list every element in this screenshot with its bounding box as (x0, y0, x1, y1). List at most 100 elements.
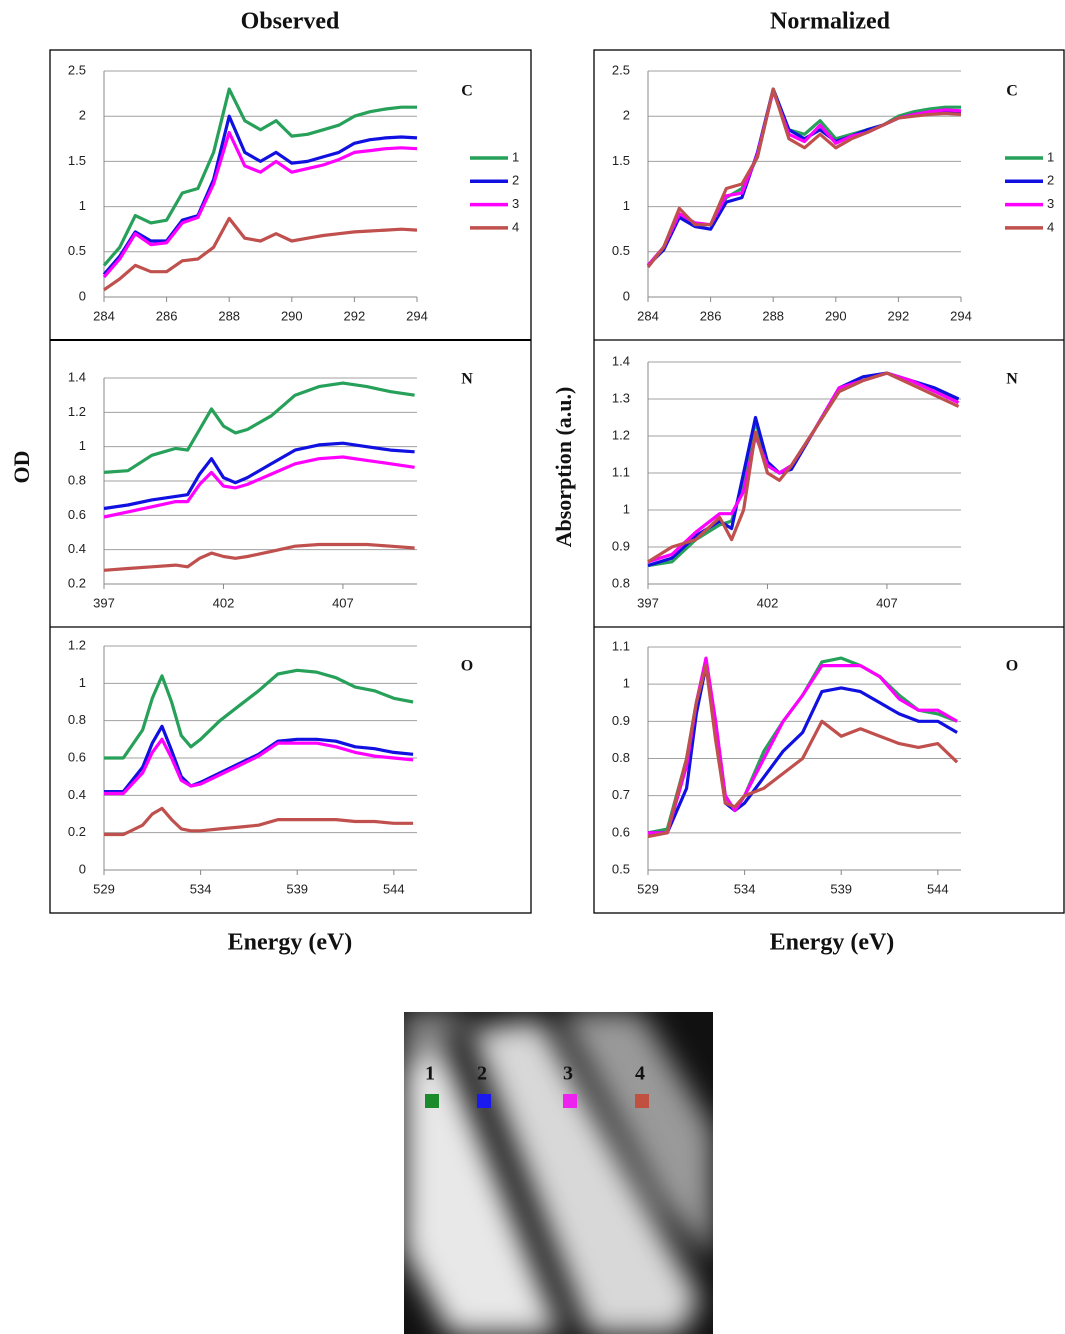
series-line (103, 455, 415, 519)
y-tick-label: 1.2 (68, 404, 86, 419)
legend-label: 4 (512, 219, 519, 234)
x-tick-label: 288 (218, 308, 240, 323)
y-tick-label: 0.5 (68, 243, 86, 258)
series-line (647, 371, 960, 564)
x-tick-label: 539 (286, 881, 308, 896)
legend-label: 2 (1047, 173, 1054, 188)
y-tick-label: 0.8 (612, 575, 630, 590)
series-line (647, 371, 960, 564)
y-tick-label: 1.4 (68, 369, 86, 384)
y-axis-label: Absorption (a.u.) (551, 387, 576, 548)
series-line (104, 806, 414, 837)
y-tick-label: 0.7 (612, 787, 630, 802)
marker-label: 1 (425, 1063, 435, 1085)
series-line (647, 371, 960, 568)
y-tick-label: 1 (79, 198, 86, 213)
marker-square (635, 1094, 649, 1108)
y-tick-label: 0 (79, 288, 86, 303)
x-tick-label: 290 (825, 308, 847, 323)
y-tick-label: 0.2 (68, 824, 86, 839)
x-tick-label: 407 (876, 595, 898, 610)
y-tick-label: 0.4 (68, 541, 86, 556)
x-tick-label: 544 (383, 881, 405, 896)
x-tick-label: 292 (344, 308, 366, 323)
column-title: Normalized (770, 9, 891, 35)
x-axis-label: Energy (eV) (228, 930, 353, 956)
series-line (104, 668, 414, 760)
marker-label: 2 (477, 1063, 487, 1085)
series-line (103, 441, 415, 511)
series-line (102, 87, 417, 267)
panel-frames (49, 49, 1065, 914)
y-tick-label: 1.3 (612, 390, 630, 405)
panel-frame (49, 49, 532, 914)
series-line (102, 130, 418, 279)
y-tick-label: 0.8 (612, 750, 630, 765)
marker-square (563, 1094, 577, 1108)
y-tick-label: 1 (79, 438, 86, 453)
y-tick-label: 0.9 (612, 538, 630, 553)
y-tick-label: 2.5 (612, 62, 630, 77)
x-tick-label: 294 (406, 308, 428, 323)
x-tick-label: 397 (93, 595, 115, 610)
series-line (104, 724, 414, 794)
x-tick-label: 544 (927, 881, 949, 896)
y-tick-label: 0.8 (68, 712, 86, 727)
x-tick-label: 286 (156, 308, 178, 323)
y-tick-label: 0.9 (612, 713, 630, 728)
panel-frame (593, 49, 1065, 914)
x-tick-label: 286 (700, 308, 722, 323)
x-tick-label: 284 (93, 308, 115, 323)
y-tick-label: 0 (623, 288, 630, 303)
y-tick-label: 0.8 (68, 472, 86, 487)
x-tick-label: 402 (213, 595, 235, 610)
y-tick-label: 1.4 (612, 353, 630, 368)
image-markers: 1 2 3 4 (425, 1063, 649, 1108)
x-tick-label: 539 (830, 881, 852, 896)
series-line (646, 87, 962, 269)
y-tick-label: 1.5 (68, 153, 86, 168)
image-band (470, 1020, 700, 1334)
x-tick-label: 290 (281, 308, 303, 323)
x-tick-label: 402 (757, 595, 779, 610)
y-tick-label: 0 (79, 861, 86, 876)
y-tick-label: 2 (79, 108, 86, 123)
x-tick-label: 284 (637, 308, 659, 323)
y-tick-label: 1.2 (68, 637, 86, 652)
sample-image (404, 1012, 713, 1334)
y-tick-label: 1.1 (612, 638, 630, 653)
x-tick-label: 407 (332, 595, 354, 610)
panel-label: C (1006, 83, 1018, 100)
y-tick-label: 0.6 (68, 507, 86, 522)
x-tick-label: 529 (637, 881, 659, 896)
marker-square (425, 1094, 439, 1108)
x-tick-label: 529 (93, 881, 115, 896)
marker-square (477, 1094, 491, 1108)
image-band (404, 1012, 470, 1070)
marker-label: 3 (563, 1063, 573, 1085)
panel-label: O (1006, 658, 1018, 675)
x-tick-label: 534 (190, 881, 212, 896)
charts: 0 0.5 1 1.5 2 2.5 284 286 288 290 292 294 C 1 2 3 4 0 0.5 1… (68, 62, 1054, 896)
y-tick-label: 1 (623, 676, 630, 691)
y-tick-label: 1.5 (612, 153, 630, 168)
legend-label: 4 (1047, 219, 1054, 234)
legend-label: 3 (512, 196, 519, 211)
column-title: Observed (241, 9, 340, 35)
y-tick-label: 1.2 (612, 427, 630, 442)
legend-label: 1 (512, 149, 519, 164)
y-axis-label: OD (9, 451, 34, 484)
series-line (103, 381, 415, 474)
x-tick-label: 534 (734, 881, 756, 896)
image-band (560, 1012, 713, 1260)
series-line (648, 663, 958, 835)
series-line (103, 216, 418, 292)
series-line (103, 542, 415, 572)
panel-label: N (461, 371, 473, 388)
y-tick-label: 1 (623, 501, 630, 516)
y-tick-label: 2 (623, 108, 630, 123)
legend-label: 3 (1047, 196, 1054, 211)
panel-label: C (461, 83, 473, 100)
x-tick-label: 294 (950, 308, 972, 323)
